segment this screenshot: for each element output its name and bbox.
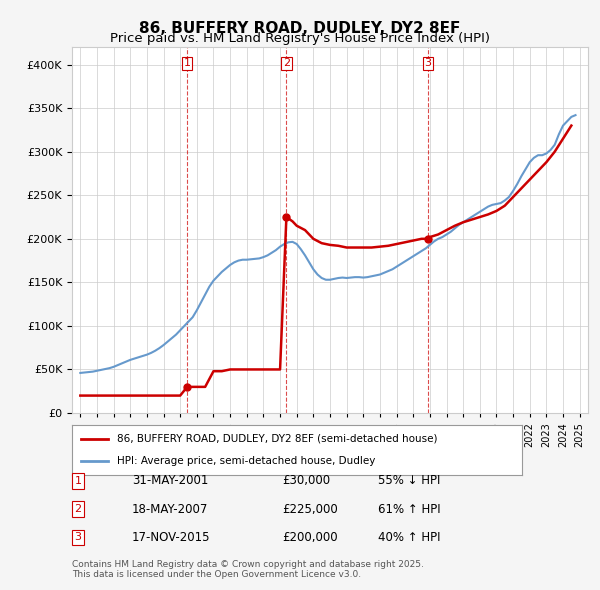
Text: 3: 3 <box>424 58 431 68</box>
Point <box>423 234 433 244</box>
Text: 40% ↑ HPI: 40% ↑ HPI <box>378 531 440 544</box>
Text: 86, BUFFERY ROAD, DUDLEY, DY2 8EF (semi-detached house): 86, BUFFERY ROAD, DUDLEY, DY2 8EF (semi-… <box>117 434 437 444</box>
Point <box>182 382 192 392</box>
Text: £225,000: £225,000 <box>282 503 338 516</box>
Text: 2: 2 <box>74 504 82 514</box>
Text: 17-NOV-2015: 17-NOV-2015 <box>132 531 211 544</box>
Text: 55% ↓ HPI: 55% ↓ HPI <box>378 474 440 487</box>
Text: £200,000: £200,000 <box>282 531 338 544</box>
Text: HPI: Average price, semi-detached house, Dudley: HPI: Average price, semi-detached house,… <box>117 456 376 466</box>
Text: 61% ↑ HPI: 61% ↑ HPI <box>378 503 440 516</box>
Text: Contains HM Land Registry data © Crown copyright and database right 2025.
This d: Contains HM Land Registry data © Crown c… <box>72 560 424 579</box>
Point <box>281 212 291 222</box>
Text: 1: 1 <box>74 476 82 486</box>
Text: 3: 3 <box>74 533 82 542</box>
Text: 31-MAY-2001: 31-MAY-2001 <box>132 474 208 487</box>
Text: 18-MAY-2007: 18-MAY-2007 <box>132 503 208 516</box>
Text: Price paid vs. HM Land Registry's House Price Index (HPI): Price paid vs. HM Land Registry's House … <box>110 32 490 45</box>
Text: £30,000: £30,000 <box>282 474 330 487</box>
Text: 86, BUFFERY ROAD, DUDLEY, DY2 8EF: 86, BUFFERY ROAD, DUDLEY, DY2 8EF <box>139 21 461 35</box>
Text: 2: 2 <box>283 58 290 68</box>
Text: 1: 1 <box>184 58 191 68</box>
